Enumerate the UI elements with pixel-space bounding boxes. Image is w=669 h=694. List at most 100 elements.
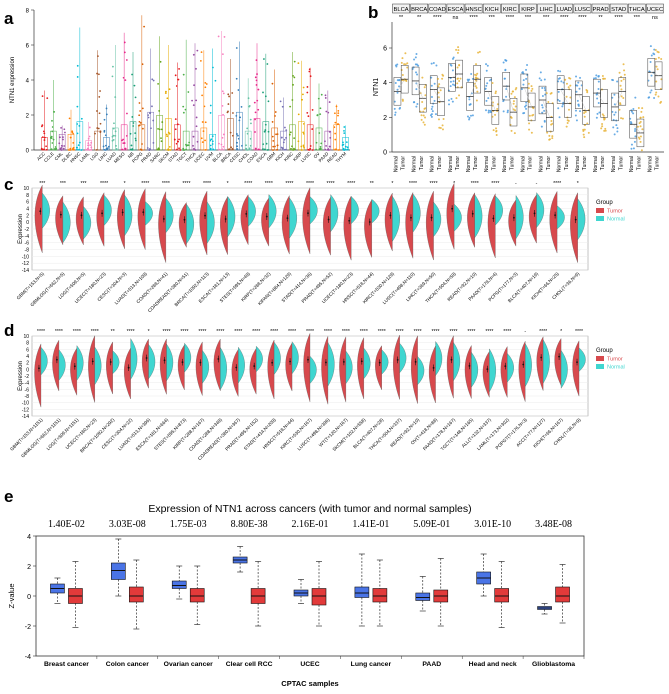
a-point <box>255 59 258 62</box>
e-pvalue: 1.41E-01 <box>352 519 389 530</box>
a-point <box>246 149 249 151</box>
a-point <box>306 86 309 88</box>
c-signif: * <box>124 181 126 187</box>
b-point <box>458 79 461 82</box>
b-point <box>567 86 570 89</box>
a-box <box>253 118 261 151</box>
a-point <box>245 144 247 147</box>
b-strip <box>464 3 483 14</box>
b-point <box>430 62 433 65</box>
b-y-tick-label: 6 <box>383 46 387 53</box>
b-point <box>424 94 427 97</box>
b-point <box>436 77 439 80</box>
d-x-tick-label: GBM(T=153,N=1151) <box>9 417 44 452</box>
b-point <box>530 131 533 134</box>
a-point <box>58 142 61 145</box>
b-point <box>527 87 530 90</box>
d-violin-normal <box>345 350 353 384</box>
b-point <box>544 93 547 96</box>
d-mean-point <box>325 361 327 364</box>
a-point <box>211 143 214 145</box>
b-point <box>494 92 497 95</box>
a-point <box>256 99 259 102</box>
a-point <box>302 131 305 134</box>
d-signif: **** <box>539 329 547 335</box>
b-point <box>551 122 554 125</box>
d-y-tick-label: -6 <box>25 387 30 393</box>
b-point <box>620 79 623 82</box>
d-x-tick-label: THCA(T=504,N=337) <box>368 417 403 452</box>
b-signif: *** <box>634 15 641 21</box>
b-x-tick-label: Tumor <box>473 156 479 171</box>
c-signif: **** <box>203 181 211 187</box>
e-box <box>171 580 187 589</box>
a-point <box>265 142 268 145</box>
a-point <box>200 137 203 140</box>
b-point <box>655 80 658 83</box>
b-point <box>525 104 528 107</box>
a-point <box>335 105 338 108</box>
d-violin-normal <box>40 346 48 376</box>
a-point <box>125 134 128 137</box>
a-point <box>334 132 337 135</box>
a-point <box>196 140 199 143</box>
a-point <box>257 148 260 151</box>
a-point <box>271 121 274 123</box>
d-violin-tumor <box>464 344 472 399</box>
a-point <box>192 144 194 147</box>
a-point <box>160 140 163 143</box>
d-violin-tumor <box>249 348 257 395</box>
d-x-tick-label: POPGT(T=176,N=3) <box>495 417 529 451</box>
b-point <box>642 116 645 119</box>
b-point <box>601 75 604 78</box>
c-violin-tumor <box>240 194 249 245</box>
a-point <box>317 97 320 100</box>
b-point <box>522 83 525 86</box>
d-legend-label: Normal <box>607 365 625 371</box>
d-signif: **** <box>37 329 45 335</box>
a-point <box>76 123 79 125</box>
c-violin-normal <box>186 203 195 245</box>
b-point <box>582 128 585 131</box>
a-box <box>129 121 137 151</box>
d-violin-normal <box>291 341 299 375</box>
d-x-tick-label: BRCA(T=1092,N=292) <box>79 417 116 454</box>
b-point <box>514 109 517 112</box>
d-violin-tumor <box>375 345 382 390</box>
d-violin-normal <box>560 349 568 389</box>
c-violin-tumor <box>487 193 496 259</box>
b-point <box>456 77 459 80</box>
c-mean-point <box>554 214 557 217</box>
a-point <box>346 146 349 149</box>
a-point <box>300 145 303 148</box>
d-violin-tumor <box>428 345 436 403</box>
a-point <box>318 148 321 150</box>
b-strip-label: KIRP <box>521 7 535 13</box>
a-point <box>43 139 46 141</box>
d-signif: **** <box>73 329 81 335</box>
a-point <box>178 68 180 70</box>
d-violin-tumor <box>177 344 185 390</box>
d-x-tick-label: PAAD(T=178,N=167) <box>422 417 457 452</box>
b-point <box>620 95 623 98</box>
d-mean-point <box>522 363 525 366</box>
b-point <box>458 94 461 97</box>
e-box <box>494 588 509 603</box>
b-point <box>513 132 516 135</box>
a-point <box>90 148 93 151</box>
b-strip <box>501 3 519 14</box>
b-point <box>398 79 401 82</box>
b-point <box>655 91 658 94</box>
b-strip <box>609 3 628 14</box>
a-point <box>288 133 291 136</box>
a-point <box>320 142 323 145</box>
d-mean-point <box>91 360 94 363</box>
a-point <box>78 124 81 127</box>
a-point <box>301 98 303 101</box>
b-strip <box>646 3 664 14</box>
a-point <box>104 134 107 137</box>
b-point <box>521 71 524 74</box>
b-point <box>468 118 471 121</box>
a-point <box>249 118 252 121</box>
